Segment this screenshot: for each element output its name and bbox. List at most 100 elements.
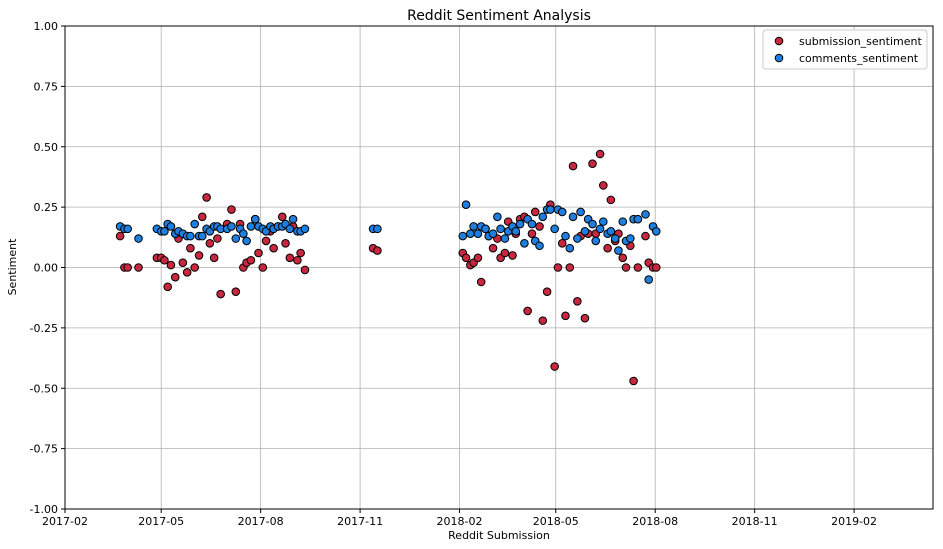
data-point	[527, 219, 537, 229]
data-point	[285, 253, 295, 263]
data-point	[258, 263, 268, 272]
data-point	[568, 161, 578, 171]
legend-label-comments: comments_sentiment	[799, 52, 919, 65]
y-tick-label: 0.50	[34, 141, 59, 154]
data-point	[500, 248, 510, 258]
data-point	[618, 217, 628, 226]
y-tick-label: 0.75	[34, 80, 59, 93]
data-point	[651, 263, 661, 272]
data-point	[123, 224, 132, 234]
x-tick-label: 2017-11	[337, 515, 383, 528]
data-point	[469, 222, 478, 231]
data-point	[190, 219, 200, 229]
x-tick-label: 2019-02	[831, 515, 877, 528]
x-tick-label: 2017-02	[42, 515, 88, 528]
data-point	[538, 316, 548, 325]
data-point	[269, 243, 278, 253]
legend-box	[762, 29, 928, 70]
data-point	[227, 222, 236, 231]
x-tick-label: 2018-02	[437, 515, 483, 528]
chart-title: Reddit Sentiment Analysis	[407, 8, 591, 24]
data-point	[160, 255, 169, 265]
data-point	[553, 263, 563, 272]
data-point	[535, 241, 544, 251]
data-point	[561, 231, 570, 241]
data-point	[576, 207, 585, 217]
data-point	[197, 231, 207, 241]
data-point	[610, 234, 620, 243]
legend-marker-submission	[774, 36, 784, 46]
data-point	[134, 263, 143, 272]
x-tick-label: 2018-05	[533, 515, 579, 528]
data-point	[182, 268, 192, 277]
data-point	[461, 200, 471, 210]
data-point	[293, 255, 302, 265]
y-axis-label: Sentiment	[6, 238, 19, 296]
data-point	[194, 251, 204, 260]
data-points	[115, 149, 661, 386]
data-point	[473, 229, 483, 238]
grid	[64, 25, 933, 510]
data-point	[166, 222, 176, 231]
data-point	[621, 263, 631, 272]
data-point	[166, 260, 176, 270]
data-point	[190, 263, 200, 272]
data-point	[178, 258, 188, 267]
data-point	[588, 159, 597, 168]
data-point	[493, 212, 502, 222]
data-point	[186, 243, 195, 253]
data-point	[523, 306, 532, 316]
data-point	[373, 224, 382, 234]
data-point	[481, 224, 490, 234]
data-point	[466, 229, 475, 238]
data-point	[641, 210, 650, 219]
data-point	[599, 217, 608, 226]
x-tick-label: 2018-11	[732, 515, 778, 528]
x-tick-label: 2018-08	[632, 515, 678, 528]
data-point	[300, 265, 310, 275]
data-point	[595, 224, 605, 234]
data-point	[591, 236, 601, 246]
data-point	[633, 263, 643, 272]
data-point	[614, 246, 623, 255]
data-point	[461, 253, 471, 263]
data-point	[557, 207, 567, 217]
data-point	[160, 226, 169, 236]
data-point	[227, 205, 236, 214]
data-point	[588, 219, 597, 229]
data-point	[473, 253, 483, 263]
data-point	[511, 226, 521, 236]
data-point	[261, 236, 271, 246]
data-point	[618, 253, 628, 263]
data-point	[508, 251, 517, 260]
data-point	[568, 212, 578, 222]
y-tick-label: 0.00	[34, 262, 59, 275]
data-point	[239, 229, 248, 238]
data-point	[242, 236, 251, 246]
data-point	[488, 243, 498, 253]
data-point	[633, 214, 643, 224]
data-point	[535, 222, 544, 231]
data-point	[134, 234, 143, 243]
data-point	[557, 239, 567, 248]
x-tick-label: 2017-08	[238, 515, 284, 528]
data-point	[163, 282, 172, 292]
legend-label-submission: submission_sentiment	[799, 35, 922, 48]
data-point	[550, 362, 559, 371]
data-point	[538, 212, 548, 222]
data-point	[580, 313, 590, 323]
x-tick-label: 2017-05	[138, 515, 184, 528]
data-point	[603, 243, 612, 253]
data-point	[202, 193, 211, 202]
y-tick-label: 1.00	[34, 20, 59, 33]
data-point	[216, 289, 225, 299]
x-axis-ticks: 2017-02 2017-05 2017-08 2017-11 2018-02 2018-…	[42, 509, 877, 528]
data-point	[170, 272, 180, 282]
data-point	[527, 229, 537, 238]
data-point	[561, 311, 570, 321]
data-point	[209, 253, 219, 263]
data-point	[546, 205, 555, 214]
data-point	[115, 231, 125, 241]
data-point	[651, 226, 661, 236]
data-point	[644, 275, 654, 284]
